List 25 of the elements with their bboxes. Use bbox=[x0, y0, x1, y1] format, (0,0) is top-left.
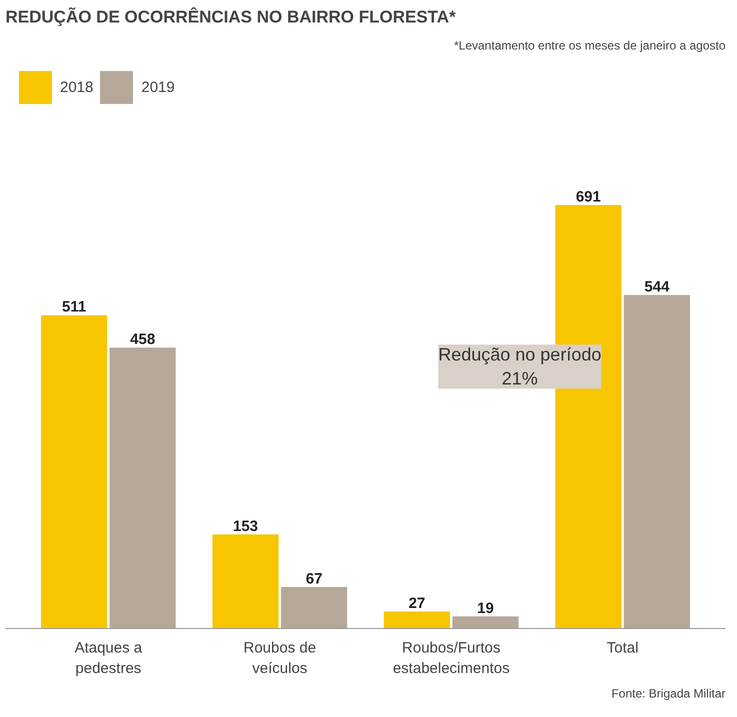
data-label: 511 bbox=[62, 298, 86, 316]
data-label: 67 bbox=[306, 570, 322, 588]
data-label: 691 bbox=[576, 188, 601, 206]
bar bbox=[624, 295, 690, 628]
chart-title: REDUÇÃO DE OCORRÊNCIAS NO BAIRRO FLORESTA* bbox=[6, 6, 456, 26]
annotation: Redução no período 21% bbox=[438, 344, 602, 389]
x-tick-label: Roubos de veículos bbox=[244, 640, 316, 677]
bar bbox=[281, 586, 348, 628]
x-tick-label: Total bbox=[606, 640, 638, 656]
data-label: 153 bbox=[232, 518, 258, 535]
bar bbox=[384, 611, 450, 628]
data-label: 458 bbox=[130, 331, 156, 348]
bar bbox=[110, 348, 176, 628]
text: *Levantamento entre os meses de janeiro a agosto bbox=[454, 38, 726, 52]
legend-label: 2019 bbox=[141, 78, 175, 96]
data-label: 19 bbox=[477, 600, 494, 617]
legend-label: 2018 bbox=[60, 78, 94, 96]
x-tick-label: Ataques a pedestres bbox=[74, 640, 143, 677]
data-label: 27 bbox=[408, 594, 426, 612]
bar bbox=[212, 534, 279, 628]
bar bbox=[41, 315, 108, 628]
bar bbox=[452, 616, 519, 628]
source-note: Fonte: Brigada Militar bbox=[611, 686, 726, 700]
x-tick-label: Roubos/Furtos estabelecimentos bbox=[392, 640, 510, 677]
data-label: 544 bbox=[644, 278, 670, 296]
